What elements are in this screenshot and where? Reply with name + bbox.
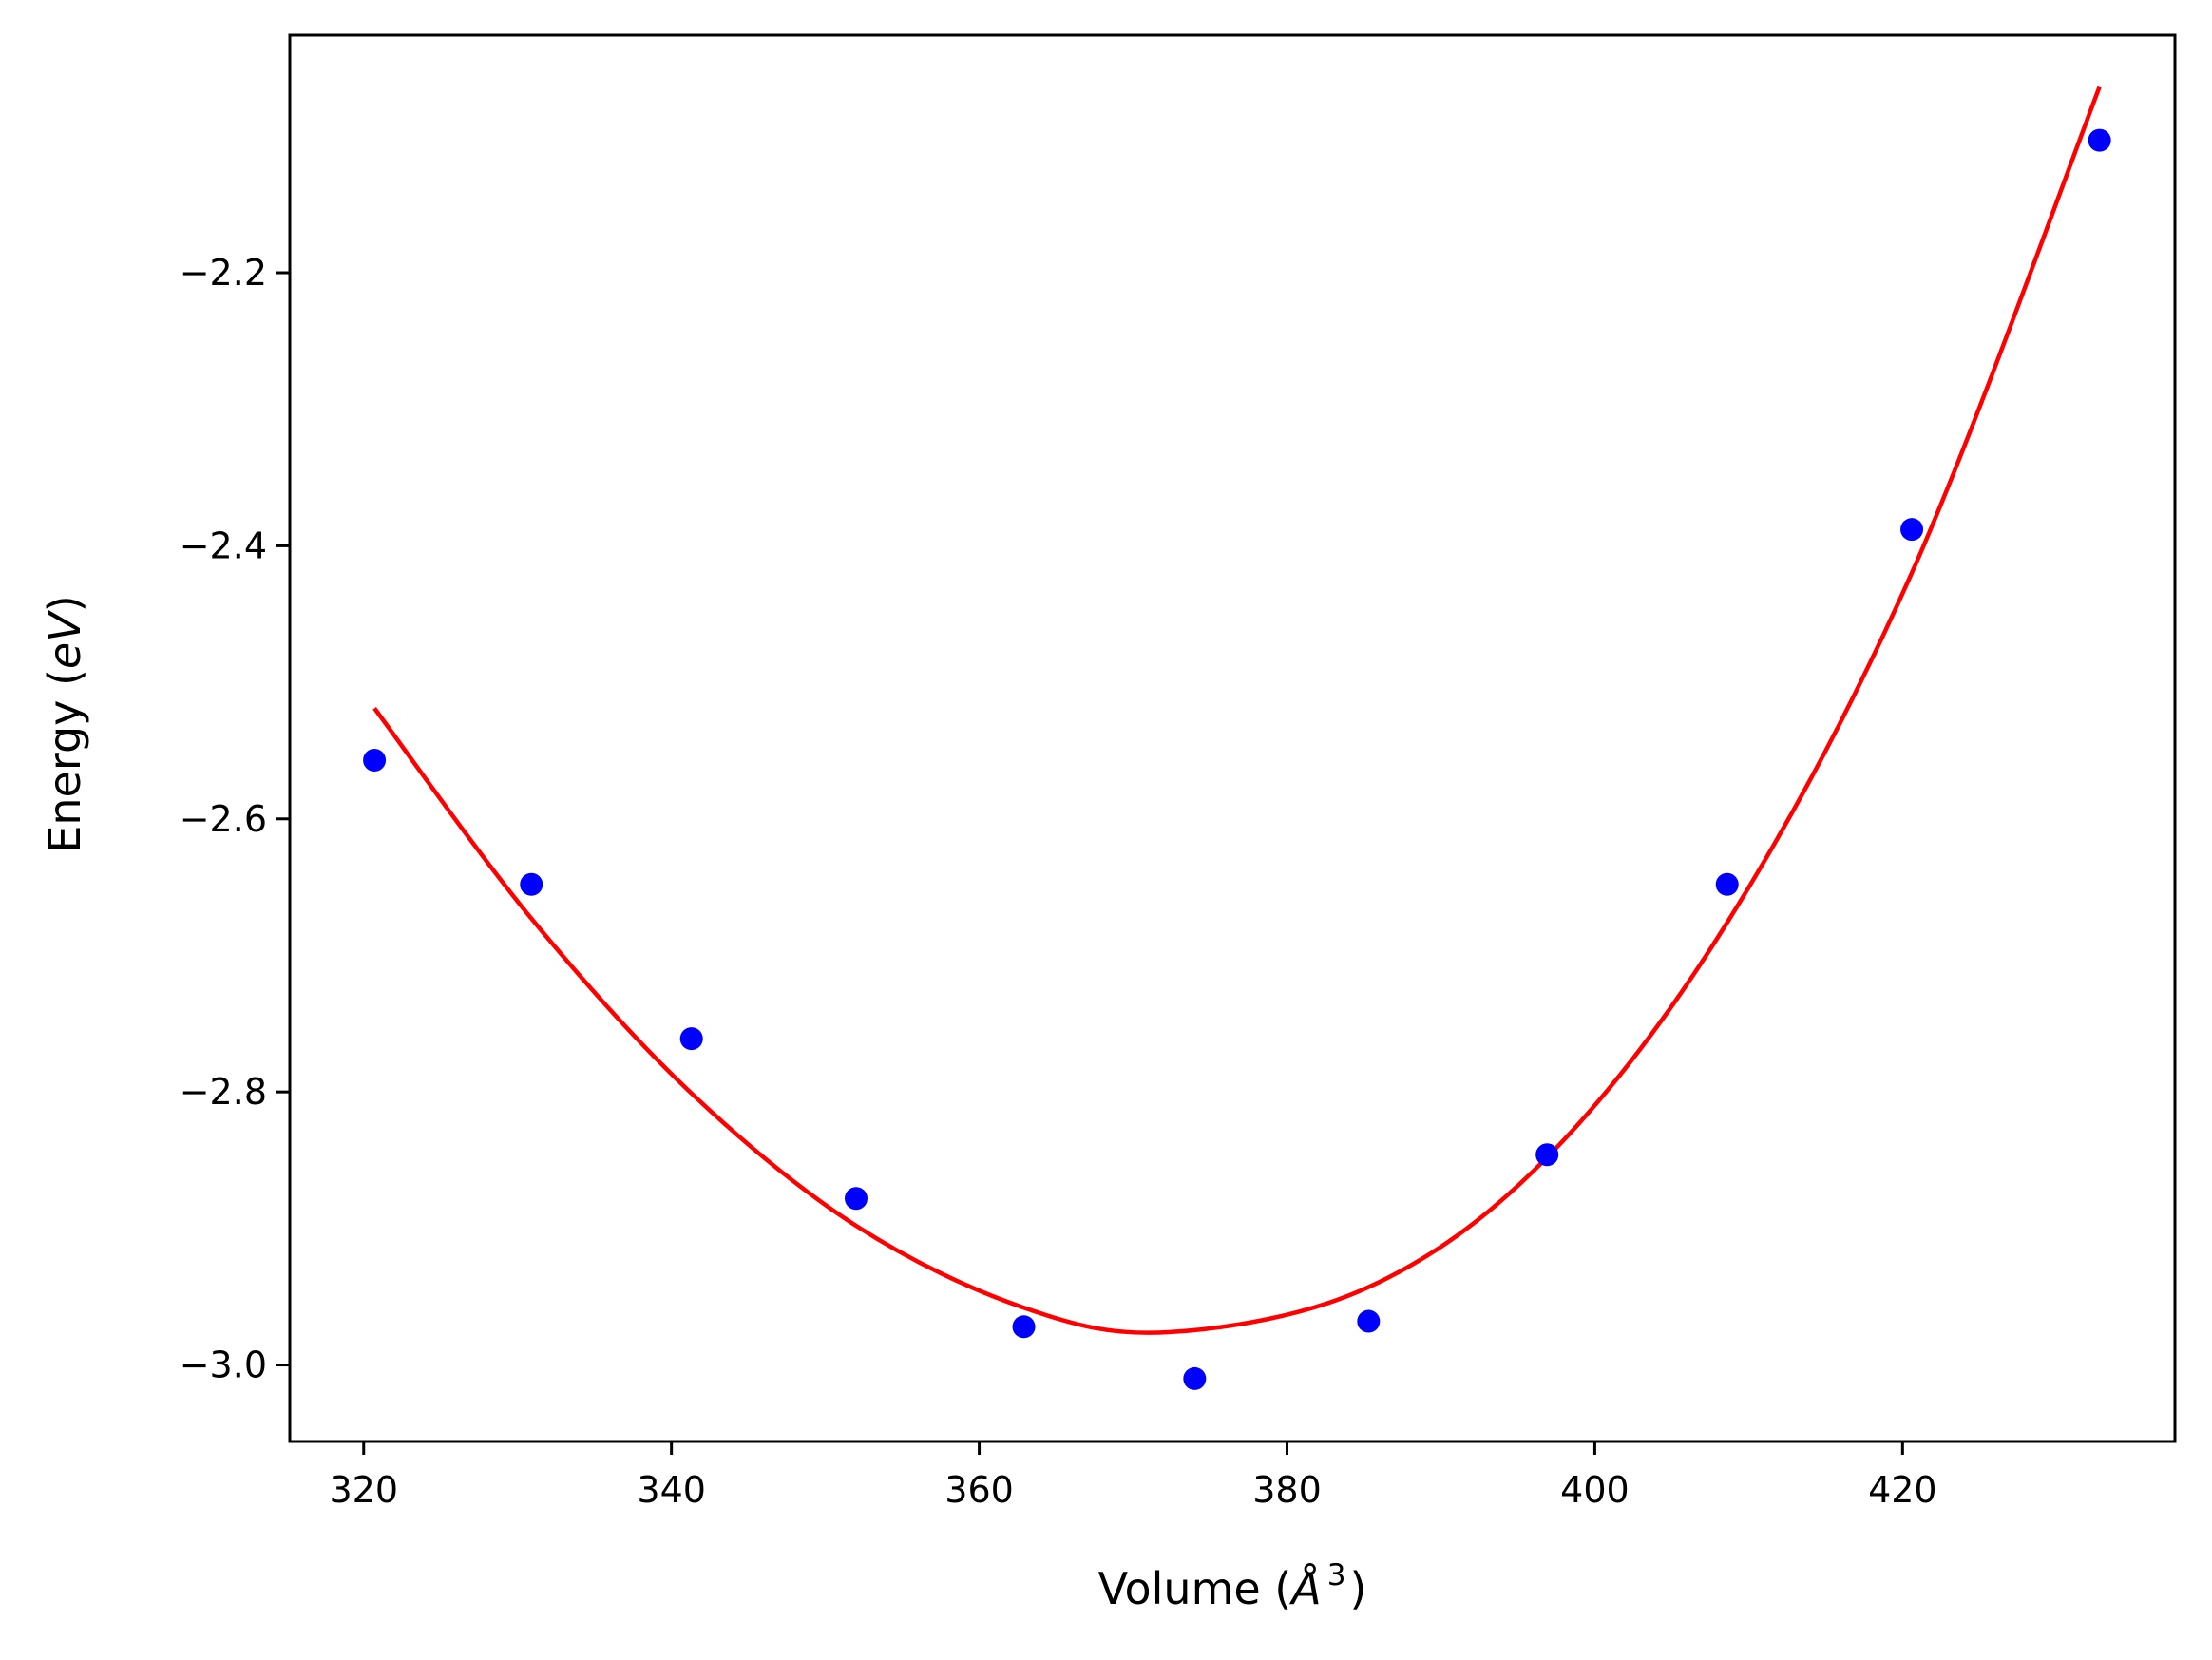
x-axis-label-text: Volume ( xyxy=(1098,1563,1292,1614)
x-tick-label: 420 xyxy=(1868,1469,1937,1511)
plot-marks xyxy=(363,86,2111,1390)
x-axis-label-exponent: 3 xyxy=(1327,1558,1346,1593)
x-axis-ticks: 320 340 360 380 400 420 xyxy=(329,1441,1937,1511)
y-axis-label-close: ) xyxy=(39,595,90,612)
x-tick-label: 360 xyxy=(944,1469,1014,1511)
fit-curve xyxy=(372,86,2102,1335)
data-point xyxy=(1012,1315,1036,1339)
y-tick-label: −3.0 xyxy=(180,1345,267,1386)
y-axis-label-unit: eV xyxy=(39,609,90,669)
data-point xyxy=(679,1027,703,1051)
y-axis-ticks: −3.0 −2.8 −2.6 −2.4 −2.2 xyxy=(180,252,290,1386)
data-point xyxy=(1183,1366,1207,1390)
y-axis-label-text: Energy ( xyxy=(39,669,90,853)
data-point xyxy=(845,1187,868,1211)
plot-frame xyxy=(288,33,2177,1443)
x-tick-label: 400 xyxy=(1560,1469,1630,1511)
data-point xyxy=(1715,872,1739,896)
data-point xyxy=(363,748,387,772)
data-point xyxy=(1900,518,1924,542)
y-tick-label: −2.8 xyxy=(180,1071,267,1113)
y-axis-label: Energy (eV) xyxy=(39,595,90,852)
data-point xyxy=(1357,1309,1381,1333)
data-point xyxy=(2088,128,2111,152)
y-tick-label: −2.6 xyxy=(180,798,267,840)
y-tick-label: −2.4 xyxy=(180,525,267,566)
y-tick-label: −2.2 xyxy=(180,252,267,294)
x-axis-label-close: ) xyxy=(1349,1563,1366,1614)
x-axis-label: Volume (Å 3) xyxy=(1098,1558,1367,1614)
data-point xyxy=(520,872,543,896)
x-tick-label: 320 xyxy=(329,1469,398,1511)
data-point xyxy=(1535,1143,1559,1167)
x-tick-label: 380 xyxy=(1252,1469,1322,1511)
x-axis-label-symbol: Å xyxy=(1288,1563,1321,1614)
x-tick-label: 340 xyxy=(637,1469,706,1511)
